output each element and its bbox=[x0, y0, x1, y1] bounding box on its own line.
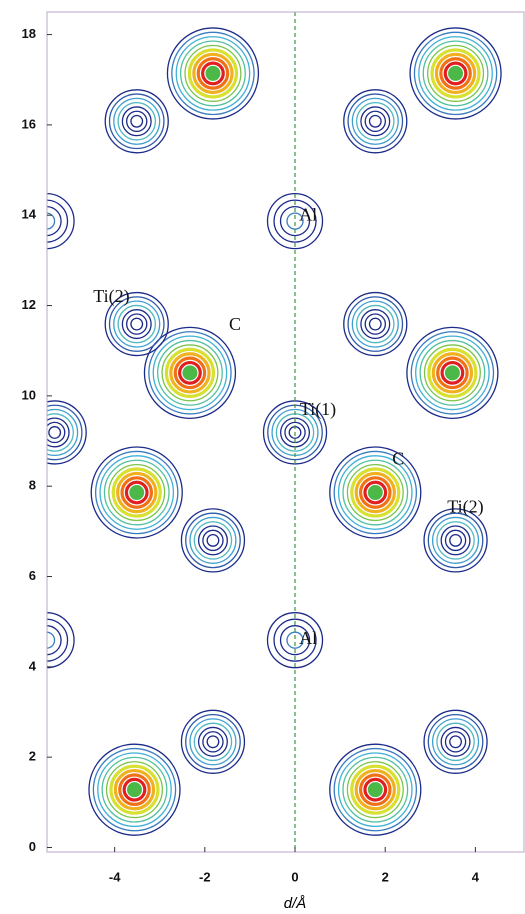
density-site bbox=[167, 28, 258, 119]
annotation: Ti(2) bbox=[447, 496, 483, 517]
contour-line bbox=[184, 367, 196, 379]
y-tick-label: 10 bbox=[22, 387, 36, 402]
y-tick-label: 8 bbox=[29, 478, 36, 493]
contour-line bbox=[207, 68, 219, 80]
background bbox=[0, 0, 525, 914]
contour-line bbox=[131, 487, 143, 499]
density-site bbox=[330, 744, 421, 835]
density-site bbox=[89, 744, 180, 835]
y-tick-label: 0 bbox=[29, 839, 36, 854]
annotation: Al bbox=[299, 204, 317, 224]
annotation: Al bbox=[299, 628, 317, 648]
y-tick-label: 4 bbox=[29, 658, 37, 673]
x-axis-label: d/Å bbox=[284, 895, 307, 912]
density-site bbox=[91, 447, 182, 538]
chart: d/Å -4 -2 0 2 4 0 2 4 6 8 10 12 14 16 18 Al Al Ti(1) Ti(2)… bbox=[0, 0, 525, 914]
x-tick-label: -2 bbox=[199, 869, 211, 884]
annotation: C bbox=[229, 314, 241, 334]
page: d/Å -4 -2 0 2 4 0 2 4 6 8 10 12 14 16 18 Al Al Ti(1) Ti(2)… bbox=[0, 0, 525, 914]
contour-line bbox=[369, 784, 381, 796]
x-tick-label: 0 bbox=[291, 869, 298, 884]
annotation: Ti(1) bbox=[300, 399, 336, 420]
x-tick-label: 2 bbox=[382, 869, 389, 884]
contour-line bbox=[446, 367, 458, 379]
density-site bbox=[410, 28, 501, 119]
annotation: C bbox=[392, 449, 404, 469]
contour-line bbox=[450, 68, 462, 80]
y-tick-label: 12 bbox=[22, 297, 36, 312]
y-tick-label: 16 bbox=[22, 116, 36, 131]
y-tick-label: 2 bbox=[29, 749, 36, 764]
density-site bbox=[407, 327, 498, 418]
contour-line bbox=[129, 784, 141, 796]
contour-line bbox=[369, 487, 381, 499]
y-tick-label: 6 bbox=[29, 568, 36, 583]
x-tick-label: 4 bbox=[472, 869, 480, 884]
x-tick-label: -4 bbox=[109, 869, 121, 884]
annotation: Ti(2) bbox=[93, 286, 129, 307]
density-site bbox=[330, 447, 421, 538]
y-tick-label: 14 bbox=[22, 207, 37, 222]
y-tick-label: 18 bbox=[22, 26, 36, 41]
